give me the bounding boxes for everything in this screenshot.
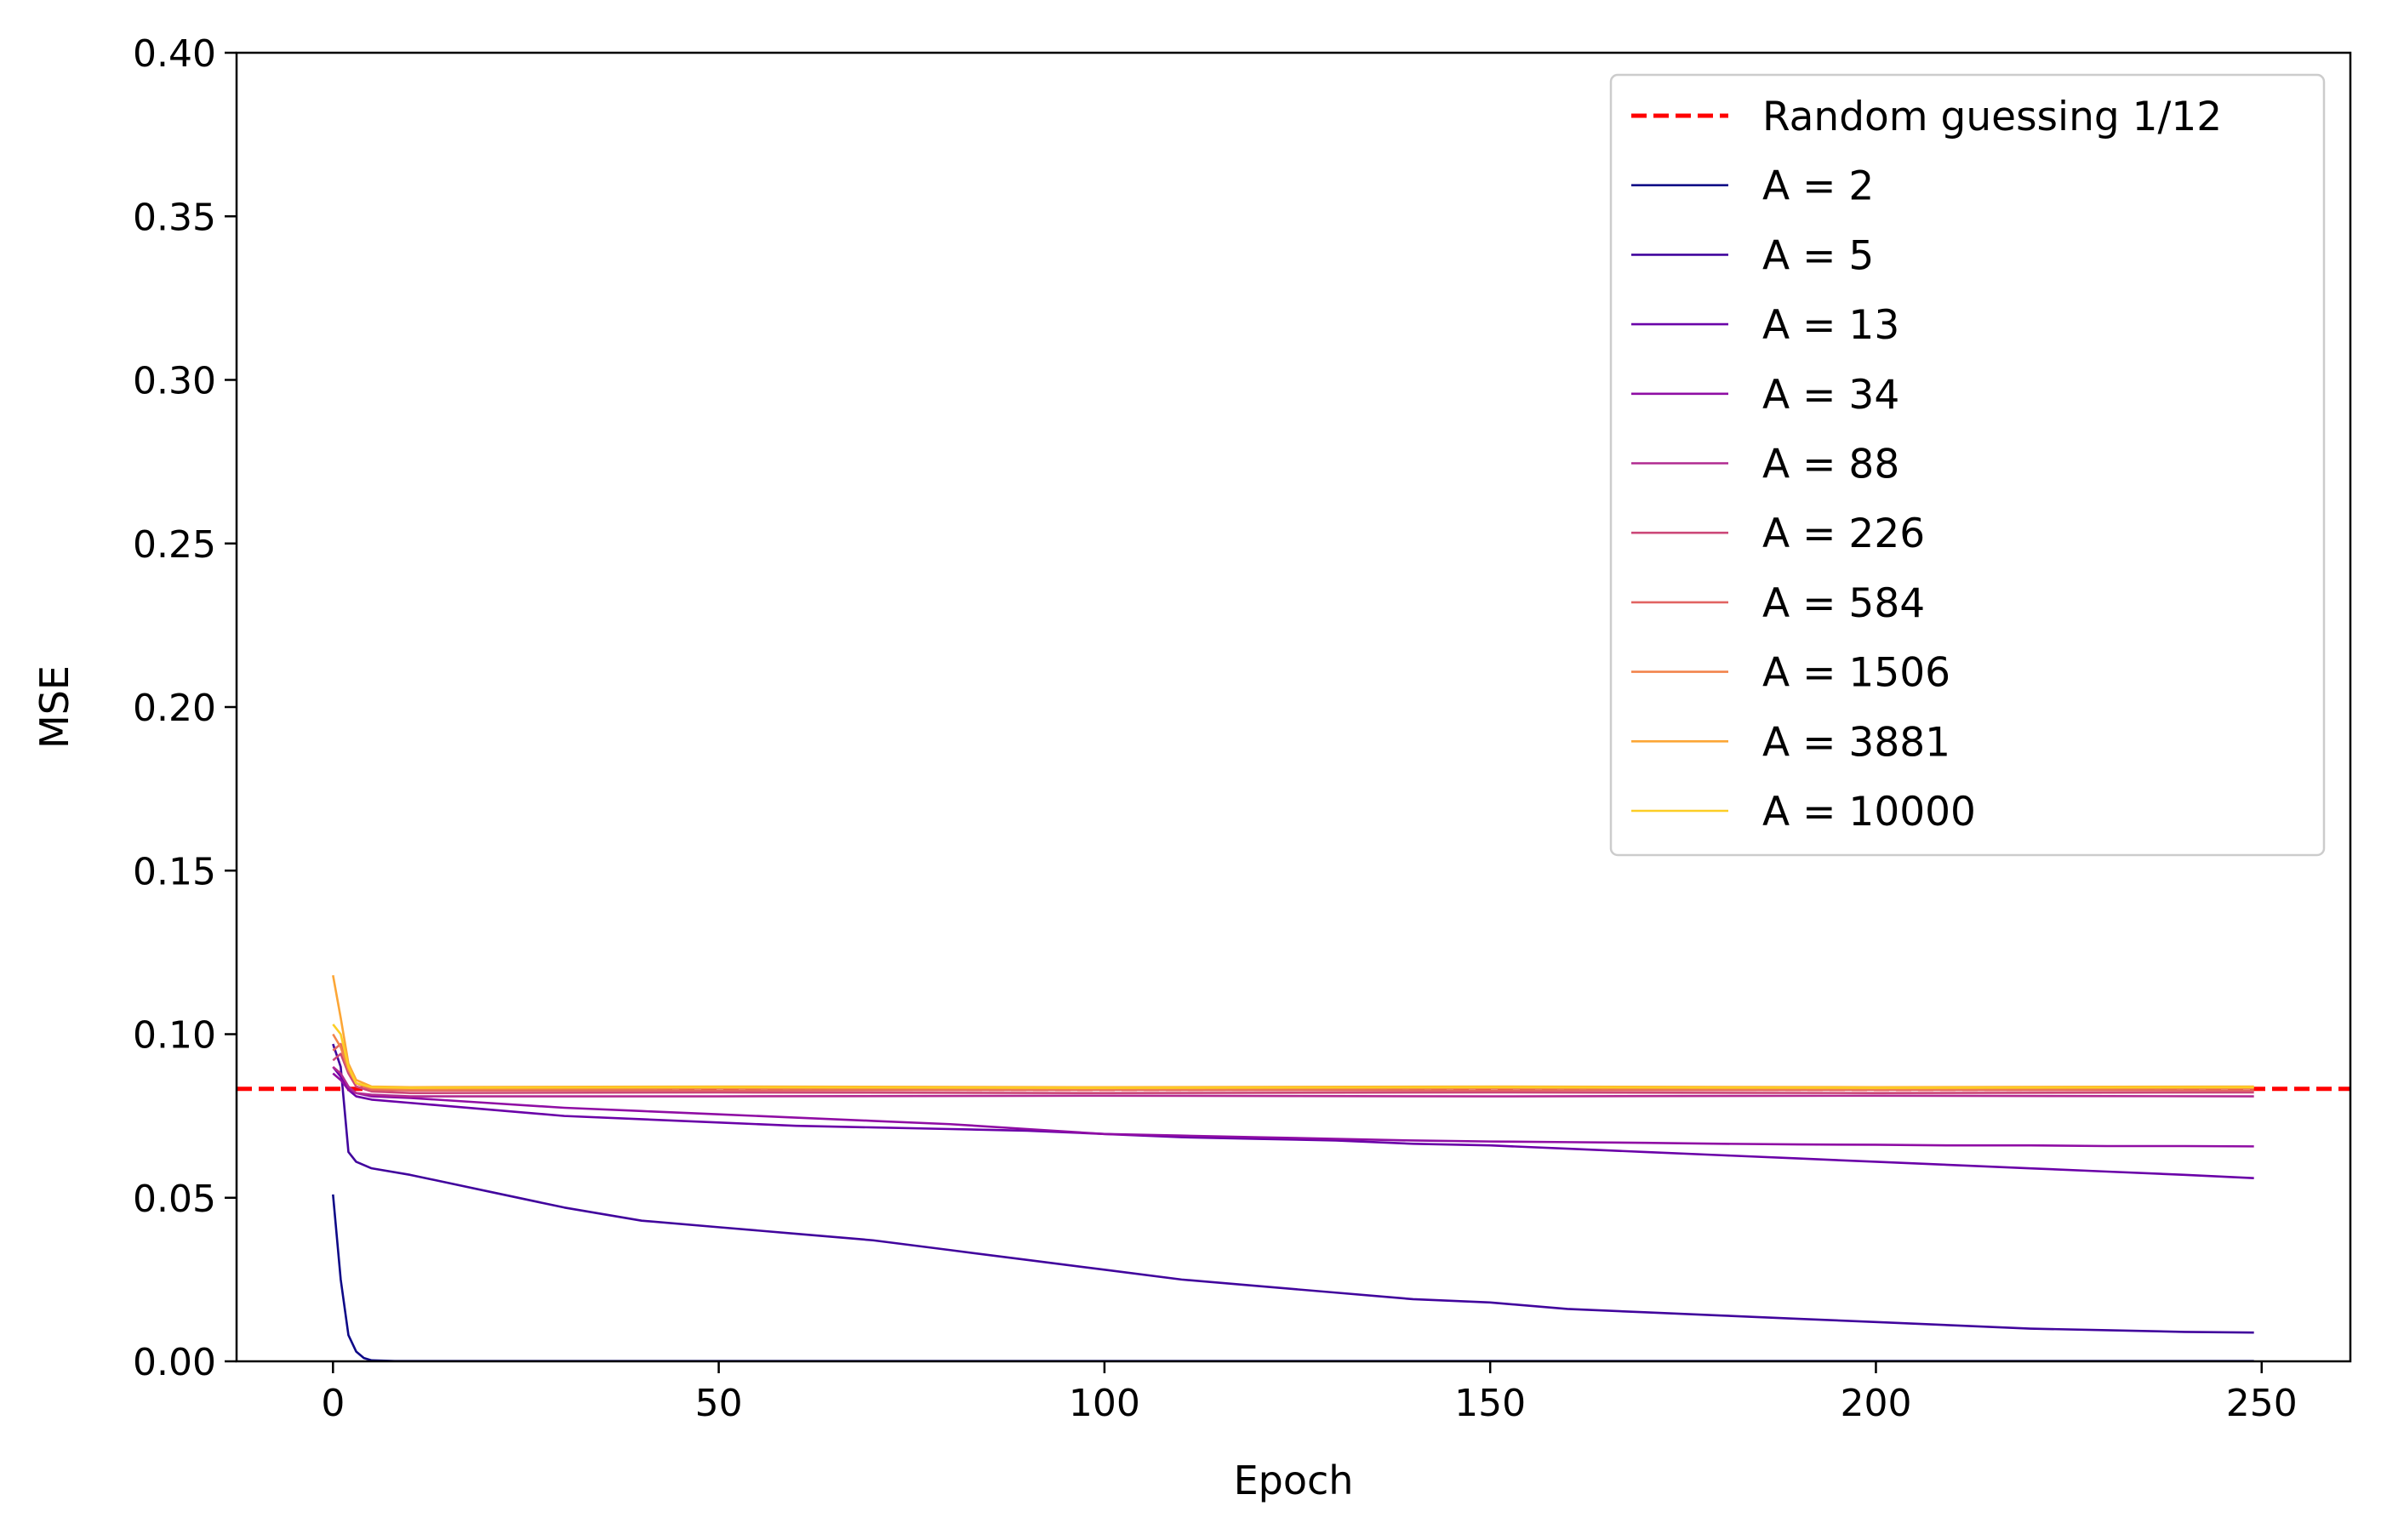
y-tick-label: 0.30 [133,360,216,403]
y-tick-label: 0.05 [133,1178,216,1221]
legend-label-reference: Random guessing 1/12 [1762,94,2222,140]
legend-label-5: A = 226 [1762,510,1925,557]
y-tick-label: 0.10 [133,1014,216,1058]
legend-label-4: A = 88 [1762,442,1899,488]
plot-area [237,975,2350,1361]
x-axis-label: Epoch [1234,1457,1354,1503]
y-tick-label: 0.15 [133,850,216,893]
legend-box [1609,73,2326,857]
x-tick-label: 100 [1069,1382,1140,1425]
y-axis-label: MSE [31,665,77,749]
series-line-1 [332,1043,2254,1334]
x-tick-label: 200 [1840,1382,1911,1425]
axes: 0 50 100 150 200 250 0.00 0.05 0.10 0.15 0.20 0.25 0… [133,32,2352,1425]
legend: Random guessing 1/12 A = 2 A = 5 A = 13 A = … [1609,73,2326,857]
legend-label-0: A = 2 [1762,163,1874,210]
legend-label-7: A = 1506 [1762,650,1950,697]
y-tick-label: 0.40 [133,32,216,76]
series-line-4 [332,1065,2254,1098]
legend-label-9: A = 10000 [1762,789,1976,836]
y-tick-label: 0.20 [133,687,216,730]
x-tick-label: 0 [321,1382,345,1425]
legend-label-2: A = 13 [1762,302,1899,349]
x-tick-label: 150 [1454,1382,1526,1425]
x-tick-label: 50 [695,1382,743,1425]
series-line-3 [332,1072,2254,1148]
legend-label-1: A = 5 [1762,232,1874,279]
y-tick-label: 0.00 [133,1341,216,1384]
x-tick-label: 250 [2226,1382,2298,1425]
legend-label-3: A = 34 [1762,372,1899,419]
legend-label-8: A = 3881 [1762,719,1950,766]
series-line-9 [332,1024,2254,1089]
y-tick-label: 0.25 [133,523,216,567]
series-line-5 [332,1052,2254,1095]
legend-label-6: A = 584 [1762,580,1925,627]
y-tick-label: 0.35 [133,196,216,239]
